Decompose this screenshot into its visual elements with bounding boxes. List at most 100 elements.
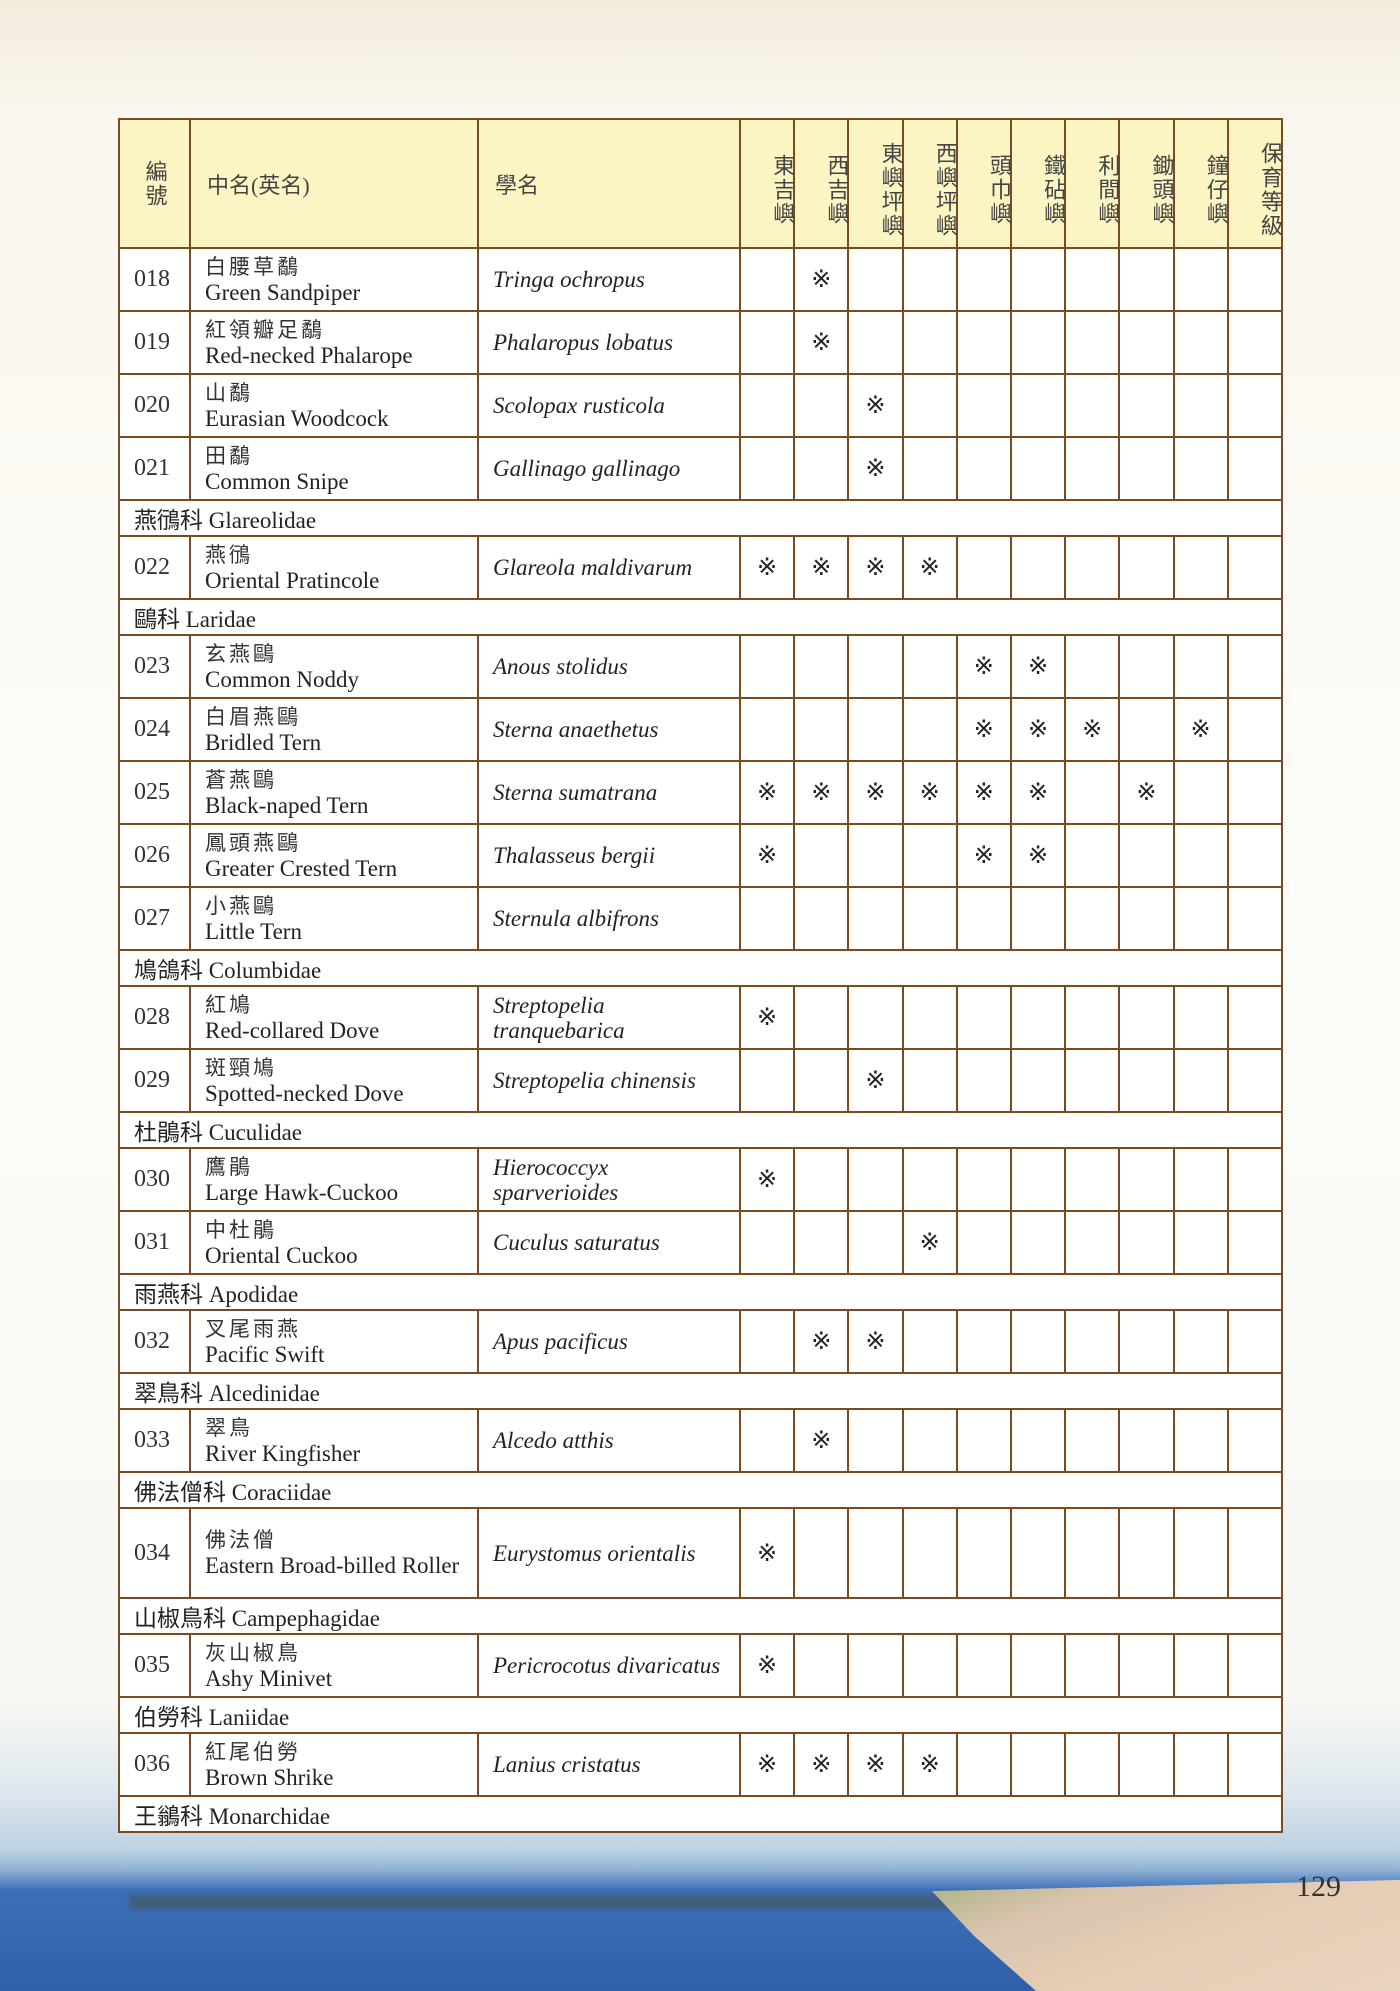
island-presence-cell xyxy=(1172,436,1229,501)
species-number: 036 xyxy=(118,1732,191,1797)
island-presence-cell xyxy=(901,436,958,501)
island-presence-cell xyxy=(1009,1633,1067,1698)
species-number: 026 xyxy=(118,823,191,888)
presence-mark: ※ xyxy=(738,985,796,1050)
family-label: 鷗科 Laridae xyxy=(118,598,1283,636)
header-island: 利間嶼 xyxy=(1064,118,1121,249)
island-presence-cell xyxy=(1118,823,1175,888)
island-presence-cell xyxy=(1064,985,1121,1050)
island-presence-cell xyxy=(738,1210,796,1275)
family-row: 鳩鴿科 Columbidae xyxy=(118,949,1283,987)
scientific-name: Eurystomus orientalis xyxy=(477,1507,741,1599)
presence-mark: ※ xyxy=(847,1309,904,1374)
scientific-name: Sterna anaethetus xyxy=(477,697,741,762)
island-presence-cell xyxy=(1064,1048,1121,1113)
background-photo-reef xyxy=(130,1895,1130,1909)
family-label: 山椒鳥科 Campephagidae xyxy=(118,1597,1283,1635)
presence-mark: ※ xyxy=(901,1210,958,1275)
chinese-name: 山鷸 xyxy=(205,380,253,405)
species-row: 031 中杜鵑 Oriental Cuckoo Cuculus saturatus ※ xyxy=(118,1210,1284,1275)
scientific-name: Streptopelia chinensis xyxy=(477,1048,741,1113)
english-name: Common Noddy xyxy=(205,666,359,692)
island-presence-cell xyxy=(738,1408,796,1473)
header-no: 編號 xyxy=(118,118,191,249)
island-presence-cell xyxy=(1118,535,1175,600)
english-name: Oriental Pratincole xyxy=(205,567,380,593)
island-presence-cell xyxy=(1172,1048,1229,1113)
conservation-level-cell xyxy=(1226,634,1284,699)
species-row: 030 鷹鵑 Large Hawk-Cuckoo Hierococcyx sparve… xyxy=(118,1147,1284,1212)
island-presence-cell xyxy=(955,247,1012,312)
species-name: 紅鳩 Red-collared Dove xyxy=(189,985,479,1050)
island-presence-cell xyxy=(1172,1633,1229,1698)
family-label: 王鶲科 Monarchidae xyxy=(118,1795,1283,1833)
presence-mark: ※ xyxy=(793,1408,850,1473)
header-island: 東吉嶼 xyxy=(738,118,796,249)
conservation-level-cell xyxy=(1226,985,1284,1050)
island-presence-cell xyxy=(738,1048,796,1113)
island-presence-cell xyxy=(901,697,958,762)
island-presence-cell xyxy=(955,1732,1012,1797)
chinese-name: 白腰草鷸 xyxy=(205,254,301,279)
island-presence-cell xyxy=(847,1507,904,1599)
presence-mark: ※ xyxy=(738,535,796,600)
english-name: Spotted-necked Dove xyxy=(205,1080,404,1106)
conservation-level-cell xyxy=(1226,1732,1284,1797)
english-name: Common Snipe xyxy=(205,468,349,494)
family-label: 燕鴴科 Glareolidae xyxy=(118,499,1283,537)
species-row: 032 叉尾雨燕 Pacific Swift Apus pacificus ※ ※ xyxy=(118,1309,1284,1374)
english-name: Ashy Minivet xyxy=(205,1665,333,1691)
island-presence-cell xyxy=(1009,535,1067,600)
island-presence-cell xyxy=(955,1507,1012,1599)
english-name: Little Tern xyxy=(205,918,302,944)
header-conservation-level: 保育等級 xyxy=(1226,118,1284,249)
island-presence-cell xyxy=(1009,247,1067,312)
table-body: 018 白腰草鷸 Green Sandpiper Tringa ochropus ※ 01… xyxy=(118,247,1284,1833)
presence-mark: ※ xyxy=(738,823,796,888)
island-presence-cell xyxy=(793,634,850,699)
presence-mark: ※ xyxy=(1009,760,1067,825)
island-presence-cell xyxy=(1064,1309,1121,1374)
island-presence-cell xyxy=(1172,760,1229,825)
island-presence-cell xyxy=(738,247,796,312)
species-row: 019 紅領瓣足鷸 Red-necked Phalarope Phalaropus l… xyxy=(118,310,1284,375)
presence-mark: ※ xyxy=(847,535,904,600)
presence-mark: ※ xyxy=(793,760,850,825)
island-presence-cell xyxy=(1009,1210,1067,1275)
conservation-level-cell xyxy=(1226,1408,1284,1473)
species-name: 紅領瓣足鷸 Red-necked Phalarope xyxy=(189,310,479,375)
island-presence-cell xyxy=(1064,634,1121,699)
family-label: 伯勞科 Laniidae xyxy=(118,1696,1283,1734)
chinese-name: 紅領瓣足鷸 xyxy=(205,317,325,342)
family-label: 杜鵑科 Cuculidae xyxy=(118,1111,1283,1149)
island-presence-cell xyxy=(1172,886,1229,951)
scientific-name: Gallinago gallinago xyxy=(477,436,741,501)
conservation-level-cell xyxy=(1226,823,1284,888)
chinese-name: 田鷸 xyxy=(205,443,253,468)
island-presence-cell xyxy=(738,373,796,438)
island-presence-cell xyxy=(1118,634,1175,699)
chinese-name: 玄燕鷗 xyxy=(205,641,277,666)
species-number: 022 xyxy=(118,535,191,600)
chinese-name: 小燕鷗 xyxy=(205,893,277,918)
island-presence-cell xyxy=(1009,1147,1067,1212)
island-presence-cell xyxy=(1172,1147,1229,1212)
island-presence-cell xyxy=(1172,985,1229,1050)
english-name: Black-naped Tern xyxy=(205,792,369,818)
species-name: 燕鴴 Oriental Pratincole xyxy=(189,535,479,600)
english-name: Oriental Cuckoo xyxy=(205,1242,358,1268)
island-presence-cell xyxy=(1064,886,1121,951)
island-presence-cell xyxy=(901,634,958,699)
island-presence-cell xyxy=(1064,310,1121,375)
conservation-level-cell xyxy=(1226,1147,1284,1212)
island-presence-cell xyxy=(901,823,958,888)
island-presence-cell xyxy=(1172,247,1229,312)
species-row: 023 玄燕鷗 Common Noddy Anous stolidus ※ ※ xyxy=(118,634,1284,699)
chinese-name: 鷹鵑 xyxy=(205,1154,253,1179)
island-presence-cell xyxy=(1118,1507,1175,1599)
family-label: 佛法僧科 Coraciidae xyxy=(118,1471,1283,1509)
island-presence-cell xyxy=(901,985,958,1050)
species-number: 028 xyxy=(118,985,191,1050)
page-number: 129 xyxy=(1296,1870,1341,1903)
island-presence-cell xyxy=(738,436,796,501)
